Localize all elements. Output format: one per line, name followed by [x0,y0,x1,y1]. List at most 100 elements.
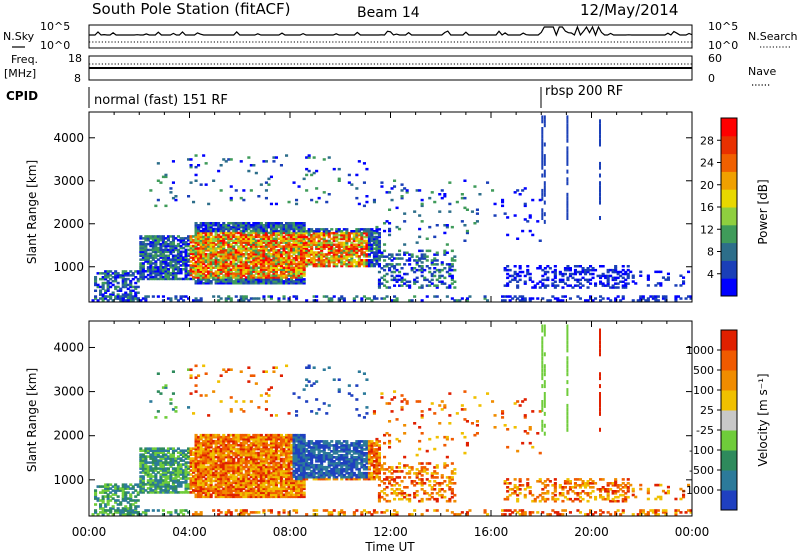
power-cell-600 [197,253,201,256]
power-cell-62 [114,297,118,300]
velocity-cell-262 [151,455,155,458]
velocity-cell-862 [219,455,223,459]
velocity-cell-1328 [259,443,263,447]
power-cell-1187 [249,282,253,285]
power-cell-1594 [285,280,289,283]
velocity-cell-1153 [244,445,248,449]
power-cell-2915 [116,297,120,300]
velocity-cell-987 [229,433,233,437]
power-cell-928 [224,225,228,229]
power-cell-2794 [161,175,165,179]
power-cell-1055 [237,258,241,262]
velocity-cell-687 [204,465,208,469]
velocity-cell-531 [189,457,193,460]
power-cell-166 [139,262,143,265]
power-cell-1369 [264,272,268,275]
velocity-cell-1358 [262,445,266,449]
velocity-cell-1573 [282,481,286,485]
power-cell-3159 [400,189,404,192]
power-cell-342 [161,241,165,244]
power-cell-106 [124,281,128,285]
power-cell-478 [182,246,186,250]
power-cell-2554 [513,278,517,282]
velocity-cell-1148 [244,455,248,459]
power-cell-1270 [254,229,258,233]
power-cell-1537 [279,282,283,285]
power-cell-1910 [312,233,316,237]
power-cell-1389 [264,227,268,231]
power-cell-1925 [315,231,319,235]
power-cell-252 [151,268,155,271]
power-cell-723 [207,239,211,242]
power-cell-5 [94,277,98,281]
velocity-cell-620 [199,485,203,489]
power-cell-725 [207,235,211,239]
power-cell-3036 [435,295,439,298]
power-cell-500 [184,242,188,246]
velocity-cell-1495 [274,467,278,471]
velocity-cell-854 [219,471,223,475]
power-cell-2142 [350,257,354,260]
power-cell-1789 [300,245,304,248]
power-cell-3134 [372,200,376,204]
velocity-cell-572 [194,457,198,461]
power-cell-514 [187,242,191,246]
velocity-cell-21 [101,507,105,510]
power-cell-865 [219,237,223,240]
velocity-cell-956 [227,441,231,445]
power-cell-1284 [257,260,261,264]
power-cell-1842 [302,241,306,245]
velocity-cell-230 [149,489,153,492]
power-cell-1009 [232,233,236,237]
power-cell-720 [207,245,211,248]
power-cell-1276 [257,280,261,283]
power-cell-3101 [631,299,635,302]
power-cell-2266 [367,230,371,233]
power-cell-2569 [521,270,525,274]
velocity-cell-1278 [257,489,261,493]
power-cell-3232 [516,189,520,192]
power-cell-100 [124,299,128,302]
power-cell-606 [197,239,201,242]
power-cell-1479 [272,224,276,227]
velocity-cell-785 [212,433,216,437]
power-cell-1561 [279,231,283,235]
power-cell-849 [219,268,223,271]
power-cell-1573 [282,268,286,271]
power-cell-1325 [259,239,263,242]
velocity-cell-1064 [237,451,241,455]
velocity-cell-1363 [262,435,266,439]
power-cell-1958 [320,243,324,246]
power-cell-1724 [295,251,299,254]
power-cell-1411 [267,245,271,248]
velocity-cell-1296 [257,445,261,449]
velocity-cell-1340 [262,483,266,487]
power-cell-2127 [347,255,351,258]
power-cell-139 [131,274,135,277]
velocity-cell-1561 [279,443,283,447]
power-cell-713 [207,260,211,264]
power-cell-2564 [518,278,522,282]
velocity-cell-1104 [242,493,246,497]
power-cell-3238 [523,202,527,206]
power-cell-378 [166,248,170,252]
power-cell-450 [176,244,180,248]
power-cell-369 [166,271,170,275]
power-cell-2064 [337,247,341,250]
velocity-cell-797 [214,471,218,475]
power-cell-2671 [584,272,588,276]
velocity-cell-1102 [239,433,243,437]
velocity-cell-35 [104,487,108,490]
power-cell-1450 [272,282,276,285]
power-cell-1154 [244,229,248,233]
velocity-cell-221 [146,469,150,472]
power-cell-1040 [234,227,238,231]
velocity-cell-748 [209,463,213,467]
velocity-cell-967 [229,483,233,487]
velocity-cell-400 [171,491,175,494]
power-cell-2619 [553,265,557,268]
power-cell-1784 [300,254,304,258]
power-cell-1781 [300,260,304,264]
power-cell-493 [184,258,188,261]
velocity-cell-813 [214,433,218,437]
